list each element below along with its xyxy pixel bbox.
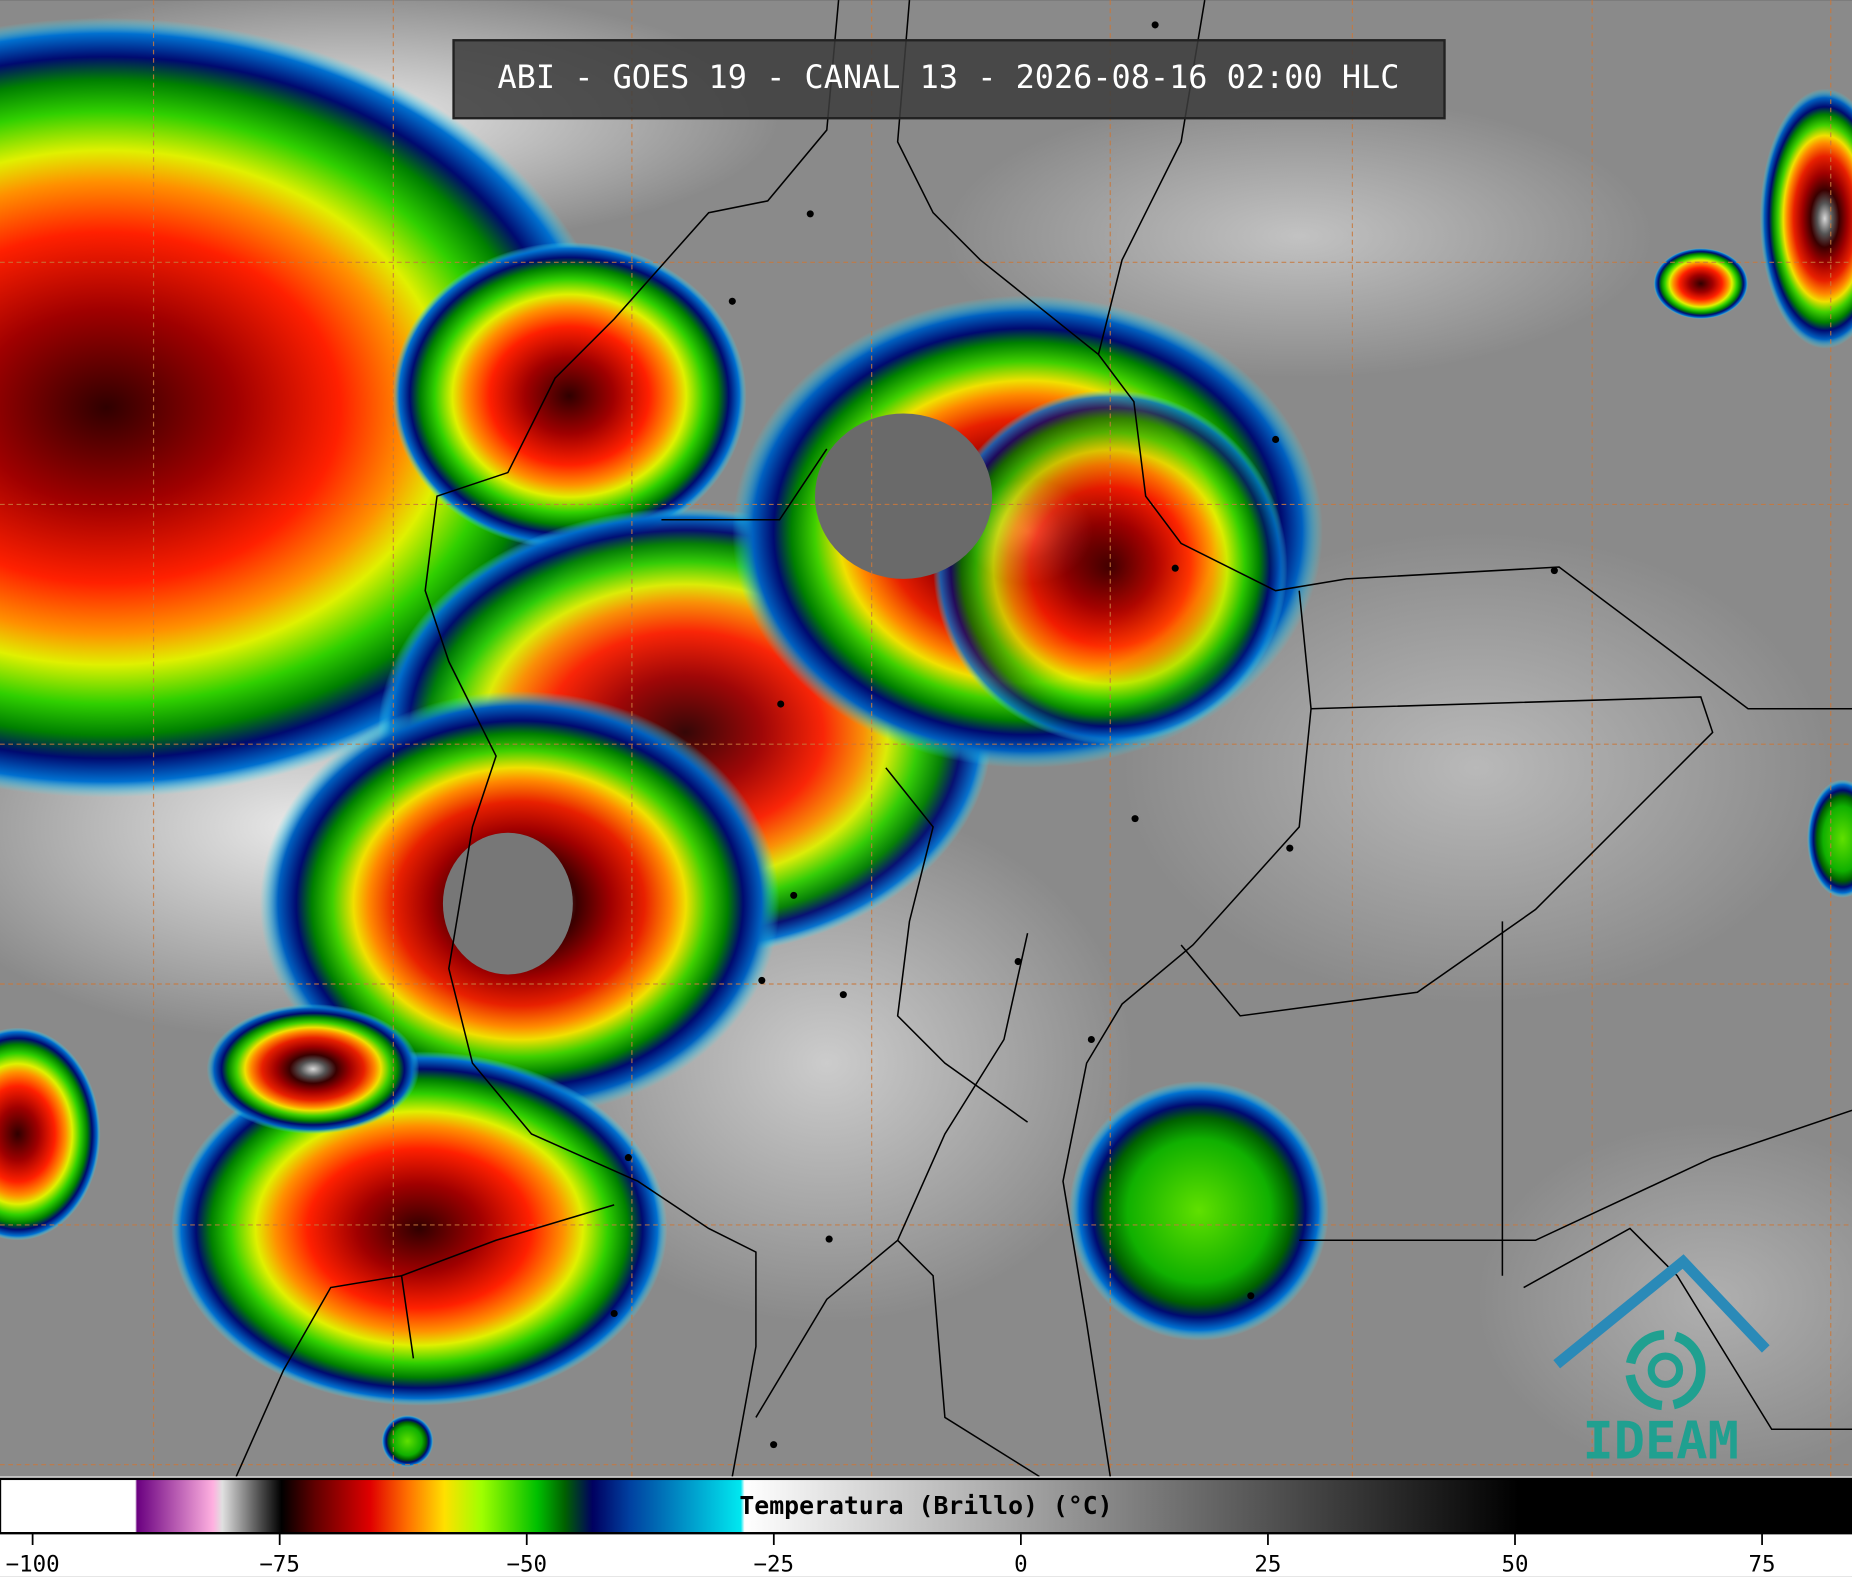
graticule [0,0,1852,1477]
colorbar-tick-label: −25 [754,1552,795,1577]
borders [235,0,1852,1478]
title: ABI - GOES 19 - CANAL 13 - 2026-08-16 02… [497,58,1399,96]
colorbar-tick-label: 50 [1501,1552,1528,1577]
colorbar-tick-label: 25 [1254,1552,1281,1577]
title-box: ABI - GOES 19 - CANAL 13 - 2026-08-16 02… [452,39,1446,120]
colorbar-tick-label: 75 [1749,1552,1776,1577]
colorbar-label: Temperatura (Brillo) (°C) [739,1491,1112,1520]
colorbar-ticks: −100 −75 −50 −25 0 25 50 75 [6,1533,1776,1577]
colorbar-tick-label: −75 [259,1552,300,1577]
colorbar [0,1477,1852,1535]
logo: IDEAM [1553,1254,1770,1472]
colorbar-tick-label: −50 [506,1552,547,1577]
city-dots [610,21,1558,1449]
storms [0,17,1852,1468]
colorbar-tick-label: −100 [6,1552,60,1577]
colorbar-tick-label: 0 [1014,1552,1028,1577]
logo-text: IDEAM [1582,1412,1738,1472]
